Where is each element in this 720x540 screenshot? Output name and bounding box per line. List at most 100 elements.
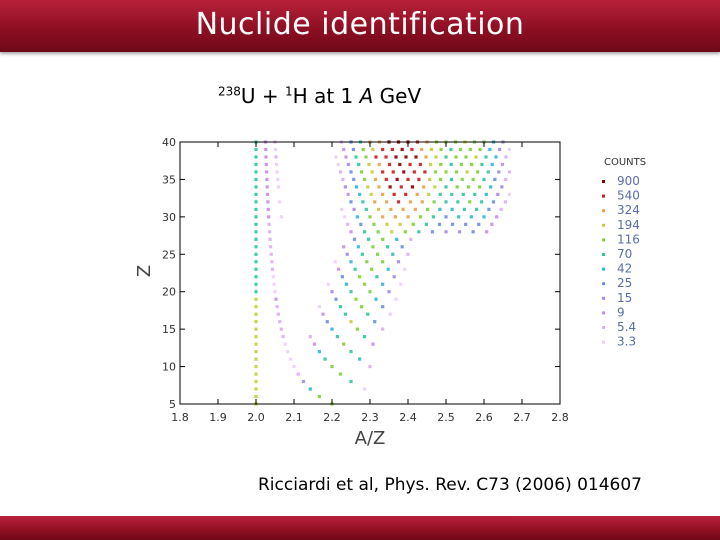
heatmap-cell	[485, 230, 489, 234]
heatmap-cell	[484, 155, 488, 159]
heatmap-cell	[276, 185, 280, 189]
heatmap-cell	[344, 282, 349, 286]
heatmap-cell	[254, 379, 258, 384]
heatmap-cell	[273, 290, 277, 294]
heatmap-cell	[349, 230, 353, 234]
heatmap-cell	[430, 230, 435, 234]
heatmap-cell	[465, 170, 469, 174]
heatmap-cell	[254, 335, 258, 339]
heatmap-cell	[455, 185, 459, 189]
heatmap-cell	[470, 162, 474, 167]
heatmap-cell	[504, 155, 508, 159]
heatmap-cell	[374, 297, 378, 301]
heatmap-cell	[338, 170, 343, 174]
heatmap-cell	[396, 260, 401, 264]
heatmap-cell	[373, 320, 377, 324]
heatmap-cell	[359, 222, 363, 226]
heatmap-cell	[334, 297, 338, 301]
heatmap-cell	[497, 147, 502, 152]
heatmap-cell	[454, 170, 459, 174]
heatmap-cell	[254, 185, 258, 189]
heatmap-cell	[358, 192, 362, 196]
target-mass-number: 1	[285, 84, 293, 99]
heatmap-cell	[381, 260, 385, 264]
heatmap-cell	[340, 275, 344, 279]
heatmap-cell	[457, 230, 462, 234]
title-bar: Nuclide identification	[0, 0, 720, 52]
legend-label: 324	[617, 203, 640, 217]
heatmap-cell	[292, 364, 296, 369]
heatmap-cell	[431, 215, 435, 219]
heatmap-cell	[391, 170, 395, 174]
x-tick-label: 2.1	[285, 411, 303, 424]
heatmap-cell	[372, 222, 376, 226]
legend-swatch	[602, 253, 605, 256]
heatmap-cell	[433, 185, 437, 189]
heatmap-cell	[477, 185, 482, 189]
legend-label: 116	[617, 232, 640, 246]
heatmap-cell	[392, 192, 396, 196]
heatmap-cell	[406, 177, 410, 182]
heatmap-cell	[265, 177, 269, 182]
heatmap-cell	[478, 147, 482, 152]
heatmap-cell	[433, 170, 438, 174]
heatmap-cell	[409, 237, 413, 241]
heatmap-cell	[482, 177, 486, 182]
heatmap-cell	[334, 155, 338, 159]
x-tick-label: 2.2	[323, 411, 341, 424]
heatmap-cell	[434, 155, 438, 159]
heatmap-cell	[323, 357, 327, 361]
heatmap-cell	[393, 215, 397, 219]
heatmap-cell	[423, 170, 427, 174]
x-tick-label: 2.5	[437, 411, 455, 424]
heatmap-cell	[499, 207, 503, 211]
heatmap-cell	[390, 230, 394, 234]
heatmap-cell	[426, 207, 430, 211]
heatmap-cell	[371, 147, 375, 152]
heatmap-cell	[444, 185, 448, 189]
heatmap-cell	[449, 177, 454, 182]
x-tick-label: 2.3	[361, 411, 379, 424]
heatmap-cell	[438, 207, 442, 211]
heatmap-cell	[362, 230, 367, 234]
heatmap-cell	[264, 155, 268, 159]
heatmap-cell	[428, 162, 433, 167]
heatmap-cell	[376, 252, 380, 256]
heatmap-cell	[429, 147, 433, 152]
heatmap-cell	[366, 312, 370, 316]
heatmap-cell	[254, 312, 258, 316]
heatmap-cell	[254, 162, 258, 167]
heatmap-cell	[386, 267, 390, 271]
heatmap-cell	[507, 147, 511, 152]
heatmap-cell	[254, 364, 258, 369]
heatmap-cell	[333, 260, 337, 264]
heatmap-cell	[278, 320, 282, 324]
heatmap-cell	[317, 394, 321, 399]
citation: Ricciardi et al, Phys. Rev. C73 (2006) 0…	[258, 475, 642, 495]
heatmap-cell	[500, 185, 504, 189]
heatmap-cell	[254, 342, 258, 346]
x-tick-label: 1.9	[209, 411, 227, 424]
heatmap-cell	[354, 185, 359, 189]
heatmap-cell	[368, 290, 372, 294]
heatmap-cell	[459, 162, 464, 167]
heatmap-cell	[342, 245, 346, 249]
heatmap-cell	[254, 387, 258, 391]
heatmap-cell	[457, 215, 461, 219]
legend-title: COUNTS	[604, 157, 646, 168]
heatmap-cell	[454, 155, 458, 159]
heatmap-cell	[500, 162, 505, 167]
heatmap-cell	[364, 155, 368, 159]
heatmap-cell	[396, 200, 401, 204]
heatmap-cell	[269, 252, 273, 256]
legend-label: 25	[617, 276, 632, 290]
heatmap-cell	[355, 215, 359, 219]
heatmap-cell	[361, 200, 365, 204]
heatmap-cell	[391, 252, 395, 256]
legend-swatch	[602, 282, 605, 286]
heatmap-cell	[411, 222, 415, 226]
slide-title: Nuclide identification	[195, 7, 525, 42]
heatmap-cell	[418, 162, 422, 167]
heatmap-cell	[342, 147, 346, 152]
heatmap-cell	[395, 177, 399, 182]
